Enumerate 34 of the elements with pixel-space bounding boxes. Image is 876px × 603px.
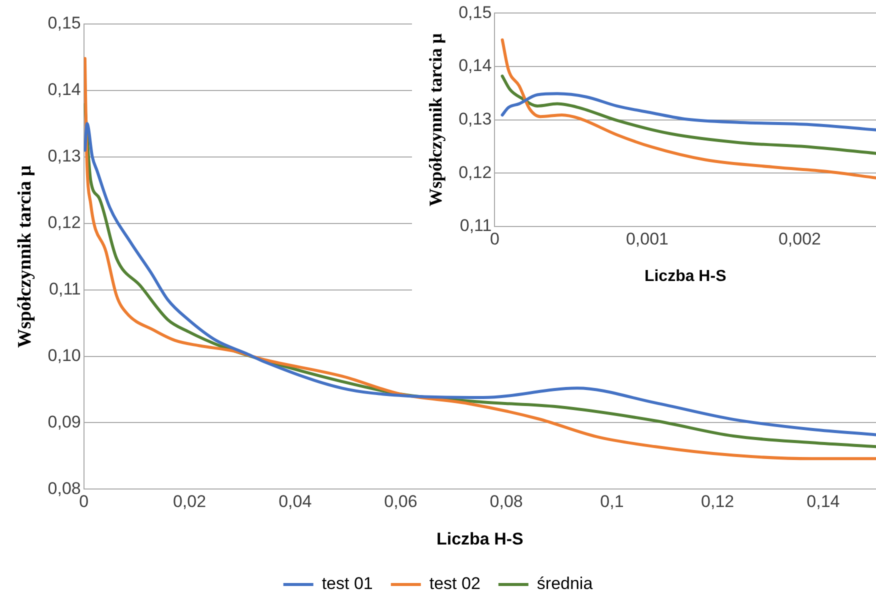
x-tick-label: 0,001 — [626, 229, 668, 248]
legend-label: test 02 — [429, 574, 480, 594]
x-tick-label: 0,002 — [778, 229, 822, 248]
y-tick-label: 0,14 — [48, 80, 81, 100]
line-series — [500, 74, 876, 155]
x-tick-label: 0,02 — [172, 492, 206, 512]
y-tick-label: 0,09 — [48, 412, 81, 432]
legend-label: test 01 — [322, 574, 373, 594]
x-tick-label: 0 — [79, 492, 89, 512]
y-tick-label: 0,10 — [48, 346, 81, 365]
x-tick-label: 0,06 — [384, 492, 418, 512]
x-tick-label: 0,14 — [806, 492, 840, 512]
y-tick-label: 0,13 — [458, 109, 492, 128]
line-series — [500, 38, 876, 180]
y-tick-label: 0,12 — [458, 162, 492, 182]
y-tick-label: 0,11 — [49, 280, 81, 299]
x-tick-label: 0,1 — [600, 492, 624, 512]
line-series — [500, 92, 876, 132]
x-tick-label: 0,04 — [278, 492, 312, 512]
x-axis-title: Liczba H-S — [436, 529, 524, 548]
y-tick-label: 0,14 — [458, 56, 492, 76]
legend-label: średnia — [536, 574, 594, 594]
x-axis-title: Liczba H-S — [644, 268, 727, 285]
y-tick-label: 0,13 — [48, 146, 81, 166]
x-tick-label: 0,08 — [490, 492, 523, 512]
y-tick-label: 0,12 — [48, 213, 81, 232]
y-axis-title: Współczynnik tarcia µ — [425, 32, 446, 206]
y-tick-label: 0,11 — [460, 216, 492, 236]
y-tick-label: 0,08 — [48, 478, 81, 498]
x-tick-label: 0,12 — [701, 492, 734, 512]
y-tick-label: 0,15 — [458, 2, 492, 22]
x-tick-label: 0 — [490, 229, 500, 248]
y-tick-label: 0,15 — [48, 14, 81, 33]
y-axis-title: Współczynnik tarcia µ — [14, 165, 36, 348]
